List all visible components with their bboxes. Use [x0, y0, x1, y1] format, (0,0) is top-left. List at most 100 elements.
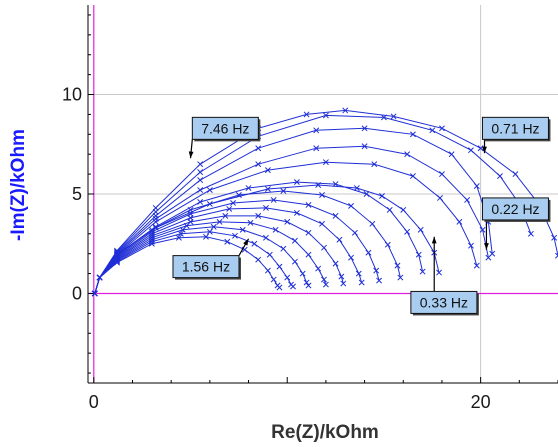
data-point [379, 193, 385, 199]
data-point [222, 212, 229, 219]
data-point [114, 258, 120, 265]
series-layer [91, 107, 558, 297]
data-point [305, 282, 312, 289]
data-point [247, 219, 254, 226]
data-point [363, 191, 370, 197]
data-point [489, 250, 496, 257]
data-point [355, 270, 362, 277]
data-point [397, 274, 404, 281]
data-point [206, 228, 213, 235]
data-point [409, 131, 416, 138]
data-point [321, 276, 327, 283]
data-point [276, 284, 283, 291]
data-point [262, 204, 269, 211]
data-point [270, 197, 277, 203]
data-point [305, 201, 312, 208]
data-point [512, 171, 519, 178]
annotation-box [191, 116, 259, 140]
data-point [438, 171, 445, 178]
x-axis-title: Re(Z)/kOhm [271, 422, 379, 443]
frequency-annotation: 0.22 Hz [481, 197, 551, 250]
annotation-arrowhead [243, 238, 249, 246]
data-point [373, 267, 380, 274]
data-point [114, 247, 120, 254]
data-point [332, 212, 339, 219]
frequency-annotation: 1.56 Hz [172, 238, 250, 280]
data-point [179, 226, 186, 233]
data-point [216, 218, 223, 225]
data-point [292, 258, 298, 265]
data-point [239, 226, 246, 233]
data-point [114, 259, 120, 266]
data-point [197, 199, 204, 205]
data-point [348, 254, 354, 261]
data-point [197, 161, 204, 168]
data-point [351, 229, 358, 236]
x-tick-label: 20 [471, 392, 491, 412]
data-point [332, 181, 339, 188]
data-point [361, 143, 368, 150]
data-point [255, 212, 262, 219]
data-point [315, 265, 322, 272]
data-point [319, 192, 325, 198]
data-point [479, 226, 486, 233]
data-point [448, 151, 455, 158]
data-point [429, 127, 436, 134]
data-point [224, 238, 231, 245]
data-point [175, 234, 182, 241]
data-point [473, 183, 480, 189]
annotation-arrowhead [482, 146, 487, 154]
data-point [197, 187, 204, 193]
data-point [197, 177, 204, 184]
data-point [336, 236, 343, 243]
annotation-label: 0.71 Hz [491, 120, 539, 136]
axes [87, 5, 558, 384]
data-point [148, 240, 155, 247]
data-point [319, 220, 325, 227]
data-point [264, 267, 271, 274]
data-point [322, 159, 329, 166]
data-point [305, 251, 312, 258]
series-8 [91, 223, 312, 297]
y-tick-label: 0 [72, 283, 82, 303]
annotation-label: 1.56 Hz [182, 259, 230, 275]
annotation-layer: 7.46 Hz 0.71 Hz 0.22 Hz 1.56 Hz 0.33 Hz [172, 116, 551, 316]
data-point [404, 151, 411, 158]
frequency-annotation: 7.46 Hz [188, 116, 261, 159]
data-point [384, 241, 391, 248]
annotation-box [481, 197, 549, 221]
y-tick-label: 5 [72, 184, 82, 204]
data-point [348, 202, 354, 209]
data-point [313, 145, 320, 152]
annotation-box [481, 116, 549, 140]
data-point [280, 188, 287, 194]
frequency-annotation: 0.33 Hz [410, 236, 479, 316]
data-point [255, 145, 262, 152]
data-point [266, 251, 273, 258]
data-point [322, 281, 329, 288]
annotation-box [410, 290, 478, 314]
data-point [305, 229, 312, 236]
data-point [264, 186, 271, 192]
data-point [280, 245, 287, 252]
data-point [303, 279, 310, 286]
data-point [203, 233, 209, 240]
data-point [272, 226, 279, 233]
data-point [206, 187, 213, 193]
data-point [527, 230, 534, 237]
data-point [276, 263, 283, 270]
data-point [290, 283, 296, 290]
y-axis-title: -Im(Z)/kOhm [8, 129, 29, 241]
data-point [386, 206, 393, 213]
data-point [358, 279, 365, 286]
data-point [255, 256, 262, 263]
data-point [555, 252, 558, 259]
tick-labels: 0 20 0 5 10 [62, 85, 491, 412]
data-point [342, 107, 349, 114]
data-point [477, 145, 484, 152]
data-point [284, 218, 291, 225]
y-tick-label: 10 [62, 85, 82, 105]
data-point [376, 277, 383, 284]
data-point [284, 274, 291, 281]
data-point [230, 199, 237, 206]
